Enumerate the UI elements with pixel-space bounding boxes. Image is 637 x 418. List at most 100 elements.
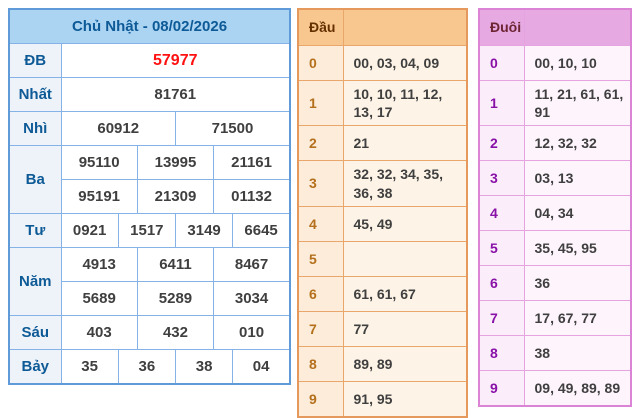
- duoi-header-spacer: [523, 8, 632, 46]
- dau-numbers: 21: [342, 125, 468, 162]
- dau-digit: 3: [297, 160, 344, 207]
- prize-value: 010: [213, 315, 291, 350]
- duoi-digit: 0: [478, 45, 525, 81]
- prize-row-db: ĐB 57977: [8, 43, 291, 78]
- duoi-numbers: 38: [523, 335, 632, 372]
- duoi-numbers: 17, 67, 77: [523, 300, 632, 337]
- prize-label-bay: Bảy: [8, 349, 62, 385]
- results-title: Chủ Nhật - 08/02/2026: [8, 8, 291, 44]
- dau-numbers: 00, 03, 04, 09: [342, 45, 468, 81]
- duoi-digit: 6: [478, 265, 525, 302]
- dau-numbers: 32, 32, 34, 35, 36, 38: [342, 160, 468, 207]
- dau-title: Đầu: [297, 8, 344, 46]
- prize-value: 4913: [60, 247, 138, 282]
- prize-value: 35: [60, 349, 119, 385]
- dau-header-spacer: [342, 8, 468, 46]
- prize-label-db: ĐB: [8, 43, 62, 78]
- duoi-digit: 4: [478, 195, 525, 232]
- dau-row: 4 45, 49: [297, 205, 468, 242]
- prize-value: 432: [136, 315, 215, 350]
- lottery-results-table: Chủ Nhật - 08/02/2026 ĐB 57977 Nhất 8176…: [8, 8, 291, 385]
- prize-value-nhat: 81761: [60, 77, 291, 112]
- duoi-numbers: 36: [523, 265, 632, 302]
- prize-label-ba: Ba: [8, 145, 62, 214]
- duoi-row: 6 36: [478, 265, 632, 302]
- duoi-row: 0 00, 10, 10: [478, 45, 632, 81]
- dau-row: 3 32, 32, 34, 35, 36, 38: [297, 160, 468, 207]
- prize-label-nhi: Nhì: [8, 111, 62, 146]
- duoi-digit: 7: [478, 300, 525, 337]
- prize-row-nhat: Nhất 81761: [8, 77, 291, 112]
- page: Chủ Nhật - 08/02/2026 ĐB 57977 Nhất 8176…: [8, 8, 632, 418]
- duoi-row: 5 35, 45, 95: [478, 230, 632, 267]
- dau-numbers: 91, 95: [342, 380, 468, 418]
- duoi-row: 4 04, 34: [478, 195, 632, 232]
- dau-numbers: 45, 49: [342, 205, 468, 242]
- dau-digit: 4: [297, 205, 344, 242]
- duoi-numbers: 35, 45, 95: [523, 230, 632, 267]
- prize-value: 21161: [213, 145, 291, 180]
- prize-value: 8467: [213, 247, 291, 282]
- prize-row-tu: Tư 0921 1517 3149 6645: [8, 213, 291, 248]
- prize-value: 04: [232, 349, 291, 385]
- duoi-title: Đuôi: [478, 8, 525, 46]
- dau-row: 5: [297, 240, 468, 277]
- prize-row-bay: Bảy 35 36 38 04: [8, 349, 291, 385]
- prize-row-sau: Sáu 403 432 010: [8, 315, 291, 350]
- duoi-digit: 9: [478, 370, 525, 407]
- dau-digit: 2: [297, 125, 344, 162]
- duoi-numbers: 12, 32, 32: [523, 125, 632, 162]
- dau-numbers: 10, 10, 11, 12, 13, 17: [342, 79, 468, 127]
- prize-value: 38: [174, 349, 234, 385]
- prize-label-sau: Sáu: [8, 315, 62, 350]
- dau-row: 1 10, 10, 11, 12, 13, 17: [297, 79, 468, 127]
- duoi-row: 2 12, 32, 32: [478, 125, 632, 162]
- prize-value: 01132: [213, 179, 291, 214]
- duoi-numbers: 11, 21, 61, 61, 91: [523, 79, 632, 127]
- dau-row: 7 77: [297, 310, 468, 347]
- dau-numbers: 89, 89: [342, 345, 468, 382]
- prize-label-nhat: Nhất: [8, 77, 62, 112]
- prize-label-nam: Năm: [8, 247, 62, 316]
- dau-digit: 9: [297, 380, 344, 418]
- dau-numbers: 61, 61, 67: [342, 275, 468, 312]
- duoi-digit: 2: [478, 125, 525, 162]
- prize-value: 5689: [60, 281, 138, 316]
- prize-row-nam-2: 5689 5289 3034: [9, 281, 291, 316]
- duoi-row: 8 38: [478, 335, 632, 372]
- prize-value: 5289: [136, 281, 215, 316]
- duoi-digit: 5: [478, 230, 525, 267]
- dau-row: 0 00, 03, 04, 09: [297, 45, 468, 81]
- duoi-header-row: Đuôi: [478, 8, 632, 46]
- dau-row: 6 61, 61, 67: [297, 275, 468, 312]
- dau-digit: 6: [297, 275, 344, 312]
- prize-row-nam-1: Năm 4913 6411 8467: [8, 247, 291, 316]
- duoi-numbers: 00, 10, 10: [523, 45, 632, 81]
- prize-value: 60912: [60, 111, 176, 146]
- prize-value: 403: [60, 315, 138, 350]
- prize-value: 3034: [213, 281, 291, 316]
- dau-digit: 5: [297, 240, 344, 277]
- duoi-numbers: 09, 49, 89, 89: [523, 370, 632, 407]
- dau-row: 8 89, 89: [297, 345, 468, 382]
- dau-digit: 0: [297, 45, 344, 81]
- results-header-row: Chủ Nhật - 08/02/2026: [8, 8, 291, 44]
- duoi-numbers: 04, 34: [523, 195, 632, 232]
- duoi-numbers: 03, 13: [523, 160, 632, 197]
- prize-value: 36: [117, 349, 176, 385]
- duoi-digit: 3: [478, 160, 525, 197]
- dau-header-row: Đầu: [297, 8, 468, 46]
- prize-value: 1517: [117, 213, 176, 248]
- prize-value: 71500: [174, 111, 291, 146]
- duoi-row: 9 09, 49, 89, 89: [478, 370, 632, 407]
- prize-row-ba-2: 95191 21309 01132: [9, 179, 291, 214]
- prize-value: 6645: [232, 213, 291, 248]
- prize-value-db: 57977: [60, 43, 291, 78]
- duoi-digit: 8: [478, 335, 525, 372]
- prize-value: 13995: [136, 145, 215, 180]
- duoi-statistics-table: Đuôi 0 00, 10, 10 1 11, 21, 61, 61, 91 2…: [478, 8, 632, 408]
- prize-value: 95191: [60, 179, 138, 214]
- dau-numbers: [342, 240, 468, 277]
- prize-value: 3149: [174, 213, 234, 248]
- duoi-digit: 1: [478, 79, 525, 127]
